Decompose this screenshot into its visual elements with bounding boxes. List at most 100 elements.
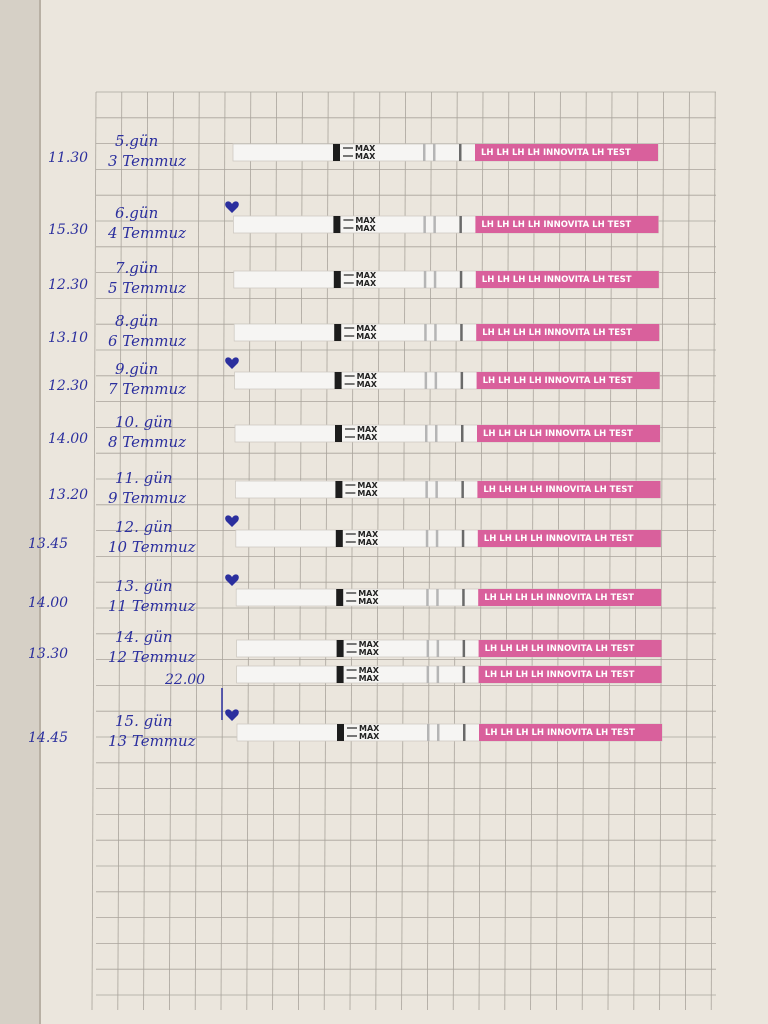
entry-day: 5.gün — [115, 132, 158, 150]
test-line — [463, 724, 466, 741]
test-line — [436, 666, 440, 683]
strip-band — [337, 724, 344, 741]
strip-pink — [479, 724, 662, 741]
test-line — [459, 271, 463, 288]
test-line — [459, 144, 462, 161]
strip-brand: LH LH LH LH INNOVITA LH TEST — [481, 148, 631, 158]
grid-line — [504, 91, 510, 1011]
test-line — [436, 589, 439, 606]
test-line — [460, 372, 464, 389]
strip-max: MAX — [355, 216, 376, 225]
strip-max: MAX — [359, 648, 380, 657]
entry-time: 14.45 — [28, 730, 68, 746]
entry-date: 5 Temmuz — [108, 279, 186, 297]
grid-line — [143, 91, 149, 1011]
entry-time: 14.00 — [48, 431, 88, 447]
grid-line — [401, 91, 407, 1011]
test-line — [435, 425, 438, 442]
strip-band — [333, 271, 341, 288]
strip-brand: LH LH LH LH INNOVITA LH TEST — [482, 328, 632, 338]
heart — [225, 709, 239, 721]
strip-band — [335, 425, 342, 442]
test-line — [462, 666, 466, 683]
grid-line — [323, 91, 329, 1011]
strip-max: MAX — [355, 144, 376, 153]
test-line — [433, 271, 437, 288]
entry-day: 8.gün — [115, 312, 158, 330]
strip-max: MAX — [358, 538, 379, 547]
grid-line — [556, 91, 561, 1011]
grid-line — [633, 91, 639, 1011]
strip-brand: LH LH LH LH INNOVITA LH TEST — [485, 728, 635, 738]
strip-max: MAX — [357, 489, 378, 498]
strip-band — [336, 666, 344, 683]
test-line — [433, 144, 436, 161]
strip-band — [336, 589, 344, 606]
entry-date: 9 Temmuz — [108, 489, 186, 507]
entry-time: 15.30 — [48, 222, 88, 238]
strip-max: MAX — [358, 589, 379, 598]
strip-pink — [476, 372, 660, 389]
grid-line — [246, 91, 252, 1011]
strip-max: MAX — [357, 433, 378, 442]
grid-line — [349, 91, 355, 1011]
entry-time: 13.45 — [28, 536, 68, 552]
strip-max: MAX — [359, 640, 380, 649]
heart — [225, 515, 239, 527]
test-line — [435, 530, 439, 547]
grid-line — [91, 91, 97, 1011]
heart — [225, 201, 239, 213]
strip-max: MAX — [356, 279, 377, 288]
test-line — [436, 640, 440, 657]
grid-line — [478, 91, 484, 1011]
entry-time: 14.00 — [28, 595, 68, 611]
strip-pink — [477, 530, 661, 547]
entry-date: 7 Temmuz — [108, 380, 186, 398]
strip-band — [334, 372, 342, 389]
test-line — [459, 216, 462, 233]
test-line — [426, 589, 429, 606]
test-line — [433, 216, 436, 233]
entry-day: 6.gün — [115, 204, 158, 222]
entry-day: 9.gün — [115, 360, 158, 378]
strip-max: MAX — [359, 674, 380, 683]
strip-max: MAX — [356, 271, 377, 280]
grid-line — [710, 91, 716, 1011]
grid-line — [426, 91, 432, 1011]
test-line — [426, 640, 430, 657]
strip-band — [335, 481, 343, 498]
grid-line — [220, 91, 226, 1011]
strip-pink — [475, 144, 658, 161]
test-line — [424, 372, 428, 389]
grid-line — [659, 91, 664, 1011]
strip-brand: LH LH LH LH INNOVITA LH TEST — [483, 376, 633, 386]
entry-day: 10. gün — [115, 413, 173, 431]
strip-band — [334, 324, 342, 341]
test-line — [434, 324, 437, 341]
test-line — [424, 324, 427, 341]
strip-max: MAX — [359, 666, 380, 675]
strip-brand: LH LH LH LH INNOVITA LH TEST — [485, 670, 635, 680]
test-line — [461, 481, 464, 498]
test-line — [461, 425, 464, 442]
entry-time: 12.30 — [48, 378, 88, 394]
entry-date: 13 Temmuz — [108, 732, 196, 750]
entry-date: 3 Temmuz — [108, 152, 186, 170]
test-line — [425, 425, 428, 442]
strip-brand: LH LH LH LH INNOVITA LH TEST — [484, 534, 634, 544]
grid-line — [194, 91, 200, 1011]
test-line — [423, 271, 427, 288]
strip-pink — [476, 324, 660, 341]
strip-max: MAX — [355, 152, 376, 161]
grid-line — [272, 91, 278, 1011]
entry-date: 4 Temmuz — [107, 224, 186, 242]
